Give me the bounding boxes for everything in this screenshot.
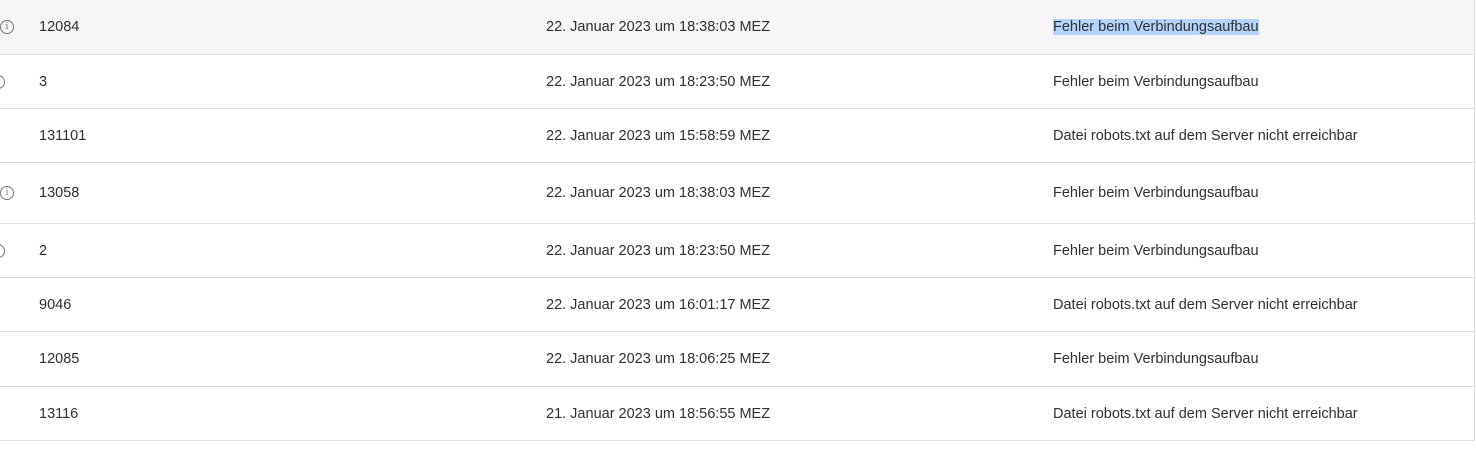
row-id: 12085 [39,351,80,367]
info-icon[interactable]: i [0,20,14,34]
row-message: Fehler beim Verbindungsaufbau [1053,73,1259,90]
row-message: Datei robots.txt auf dem Server nicht er… [1053,127,1358,144]
row-date: 21. Januar 2023 um 18:56:55 MEZ [546,405,771,422]
row-id: 131101 [39,127,87,144]
row-message: Fehler beim Verbindungsaufbau [1053,351,1259,367]
table-row[interactable]: 12085 22. Januar 2023 um 18:06:25 MEZ Fe… [0,332,1474,387]
row-date: 22. Januar 2023 um 16:01:17 MEZ [546,296,771,313]
table-row[interactable]: i 3 22. Januar 2023 um 18:23:50 MEZ Fehl… [0,55,1474,109]
info-icon[interactable]: i [0,186,14,200]
info-icon[interactable]: i [0,243,5,258]
table-row[interactable]: 131101 22. Januar 2023 um 15:58:59 MEZ D… [0,109,1474,163]
row-message: Datei robots.txt auf dem Server nicht er… [1053,405,1358,422]
row-date: 22. Januar 2023 um 18:38:03 MEZ [546,185,771,201]
row-id: 3 [39,73,48,90]
row-id: 9046 [39,296,72,313]
row-date: 22. Januar 2023 um 15:58:59 MEZ [546,127,771,144]
row-message: Datei robots.txt auf dem Server nicht er… [1053,296,1358,313]
info-icon[interactable]: i [0,74,5,89]
row-date: 22. Januar 2023 um 18:23:50 MEZ [546,73,771,90]
row-date: 22. Januar 2023 um 18:38:03 MEZ [546,19,771,35]
row-message: Fehler beim Verbindungsaufbau [1053,242,1259,259]
row-id: 12084 [39,19,80,35]
table-row[interactable]: i 2 22. Januar 2023 um 18:23:50 MEZ Fehl… [0,224,1474,278]
table-row[interactable]: i 13058 22. Januar 2023 um 18:38:03 MEZ … [0,163,1474,224]
row-date: 22. Januar 2023 um 18:06:25 MEZ [546,351,771,367]
table-row[interactable]: 13116 21. Januar 2023 um 18:56:55 MEZ Da… [0,387,1474,441]
table-row[interactable]: i 12084 22. Januar 2023 um 18:38:03 MEZ … [0,0,1474,55]
error-table: i 12084 22. Januar 2023 um 18:38:03 MEZ … [0,0,1475,441]
table-row[interactable]: 9046 22. Januar 2023 um 16:01:17 MEZ Dat… [0,278,1474,332]
row-message: Fehler beim Verbindungsaufbau [1053,19,1259,35]
row-id: 2 [39,242,48,259]
row-id: 13058 [39,185,80,201]
row-message: Fehler beim Verbindungsaufbau [1053,185,1259,201]
row-date: 22. Januar 2023 um 18:23:50 MEZ [546,242,771,259]
row-id: 13116 [39,405,79,422]
